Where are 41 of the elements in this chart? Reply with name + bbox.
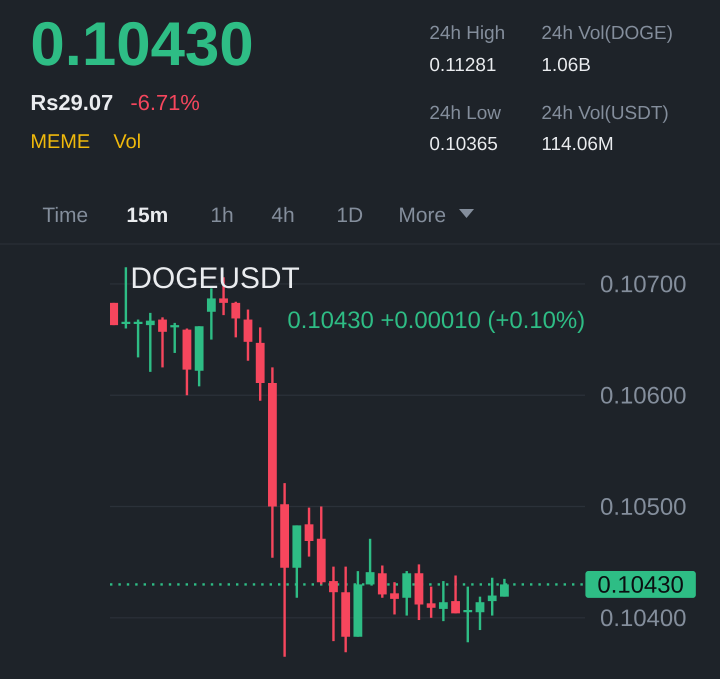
ref-line-label: 0.10430 <box>598 576 683 593</box>
text: 1D <box>338 208 362 222</box>
candlestick <box>304 506 314 558</box>
text: 24h High <box>430 25 504 43</box>
text: 0.10365 <box>430 136 498 150</box>
candlestick <box>121 266 130 330</box>
candlestick <box>170 322 180 354</box>
text: Rs29.07 <box>32 94 112 110</box>
text: 24h Vol(USDT) <box>542 105 668 123</box>
text: 1h <box>212 206 232 222</box>
text: -6.71% <box>131 94 200 110</box>
candlestick <box>476 595 484 632</box>
text: 0.11281 <box>430 58 496 72</box>
y-tick-label: 0.10500 <box>600 498 686 515</box>
text: More <box>400 208 446 222</box>
text: 24h Low <box>430 105 501 120</box>
y-tick-label: 0.10400 <box>600 609 686 626</box>
candlestick <box>378 564 387 599</box>
candlestick <box>451 574 460 615</box>
text: Time <box>42 206 88 222</box>
text: DOGEUSDT <box>132 267 300 288</box>
text: MEME <box>32 134 90 148</box>
candlestick <box>134 318 142 359</box>
y-tick-label: 0.10600 <box>600 386 686 404</box>
annotation: 0.10430 +0.00010 (+0.10%) <box>288 310 584 333</box>
text: 0.10430 <box>32 22 252 66</box>
text: 114.06M <box>542 136 612 150</box>
candlestick <box>244 308 252 362</box>
candlestick <box>426 585 436 619</box>
text: 15m <box>128 208 167 222</box>
candlestick <box>206 287 216 341</box>
text: 4h <box>272 206 294 222</box>
candlestick <box>231 300 240 339</box>
candlestick <box>329 565 338 642</box>
candlestick <box>158 316 167 369</box>
candlestick <box>390 580 399 616</box>
y-tick-label: 0.10700 <box>600 275 686 292</box>
candlestick <box>146 312 155 374</box>
text: Vol <box>113 134 140 148</box>
text: 24h Vol(DOGE) <box>542 25 672 43</box>
text: 1.06B <box>542 58 590 72</box>
